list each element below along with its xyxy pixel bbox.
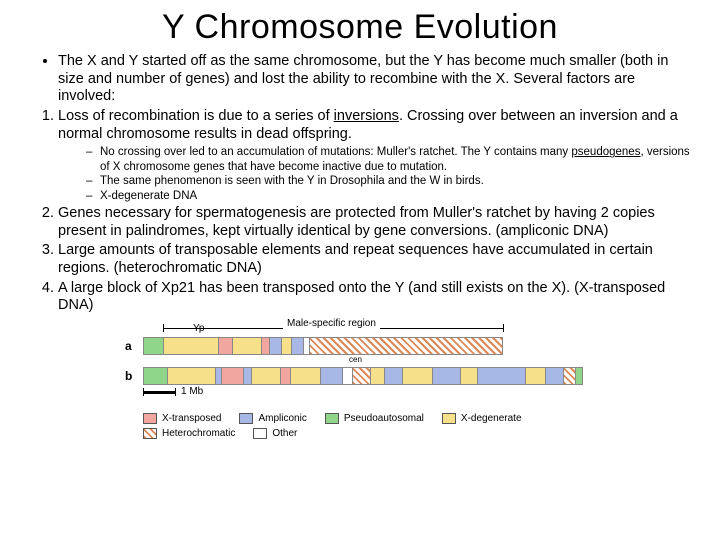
legend-item: Heterochromatic [143,428,235,439]
segment [403,368,433,384]
segment [576,368,582,384]
segment [252,368,282,384]
intro-bullet: The X and Y started off as the same chro… [58,53,692,106]
intro-list: The X and Y started off as the same chro… [28,53,692,106]
segment [222,368,244,384]
segment [526,368,546,384]
segment [233,338,263,354]
sub-1: No crossing over led to an accumulation … [86,145,692,174]
segment [564,368,576,384]
point-4: A large block of Xp21 has been transpose… [58,280,692,315]
scale-label: 1 Mb [181,386,203,397]
yp-label: Yp [193,323,205,334]
scale-bar: 1 Mb [143,387,595,405]
row-a: a Yp [125,335,595,357]
legend-swatch [253,428,267,439]
sub-list: No crossing over led to an accumulation … [58,145,692,203]
point-1: Loss of recombination is due to a series… [58,108,692,203]
s1a: No crossing over led to an accumulation … [100,146,571,158]
segment [478,368,526,384]
segment [219,338,233,354]
bar-b [143,367,583,385]
segment [282,338,292,354]
row-b: b cen [125,365,595,387]
main-list: Loss of recombination is due to a series… [28,108,692,315]
msr-label: Male-specific region [283,318,380,329]
segment [144,338,164,354]
legend-swatch [325,413,339,424]
segment [164,338,219,354]
segment [310,338,502,354]
cen-label: cen [349,355,362,364]
legend-item: Ampliconic [239,413,306,424]
s1u: pseudogenes [571,146,640,158]
legend-label: X-degenerate [461,413,522,424]
msr-bracket: Male-specific region [143,321,595,335]
legend-item: X-degenerate [442,413,522,424]
row-b-label: b [125,369,143,383]
segment [461,368,479,384]
segment [343,368,353,384]
segment [385,368,403,384]
sub-2: The same phenomenon is seen with the Y i… [86,174,692,188]
point-3: Large amounts of transposable elements a… [58,242,692,277]
legend-swatch [143,428,157,439]
legend-label: Ampliconic [258,413,306,424]
legend-label: Pseudoautosomal [344,413,424,424]
legend-item: Other [253,428,297,439]
p1u: inversions [334,108,399,124]
segment [244,368,252,384]
segment [371,368,385,384]
sub-3: X-degenerate DNA [86,189,692,203]
legend-swatch [239,413,253,424]
legend: X-transposed Ampliconic Pseudoautosomal X-d… [143,413,595,439]
legend-swatch [442,413,456,424]
point-2: Genes necessary for spermatogenesis are … [58,205,692,240]
segment [270,338,282,354]
segment [292,338,304,354]
p1a: Loss of recombination is due to a series… [58,108,334,124]
legend-item: Pseudoautosomal [325,413,424,424]
segment [353,368,371,384]
segment [168,368,216,384]
segment [291,368,321,384]
legend-swatch [143,413,157,424]
page-title: Y Chromosome Evolution [28,8,692,47]
legend-label: Heterochromatic [162,428,235,439]
diagram: Male-specific region a Yp b cen 1 Mb X-t… [28,321,692,439]
bar-a [143,337,503,355]
legend-label: Other [272,428,297,439]
legend-item: X-transposed [143,413,221,424]
segment [433,368,461,384]
row-a-label: a [125,339,143,353]
segment [321,368,343,384]
segment [546,368,564,384]
legend-label: X-transposed [162,413,221,424]
segment [144,368,168,384]
segment [262,338,270,354]
segment [281,368,291,384]
